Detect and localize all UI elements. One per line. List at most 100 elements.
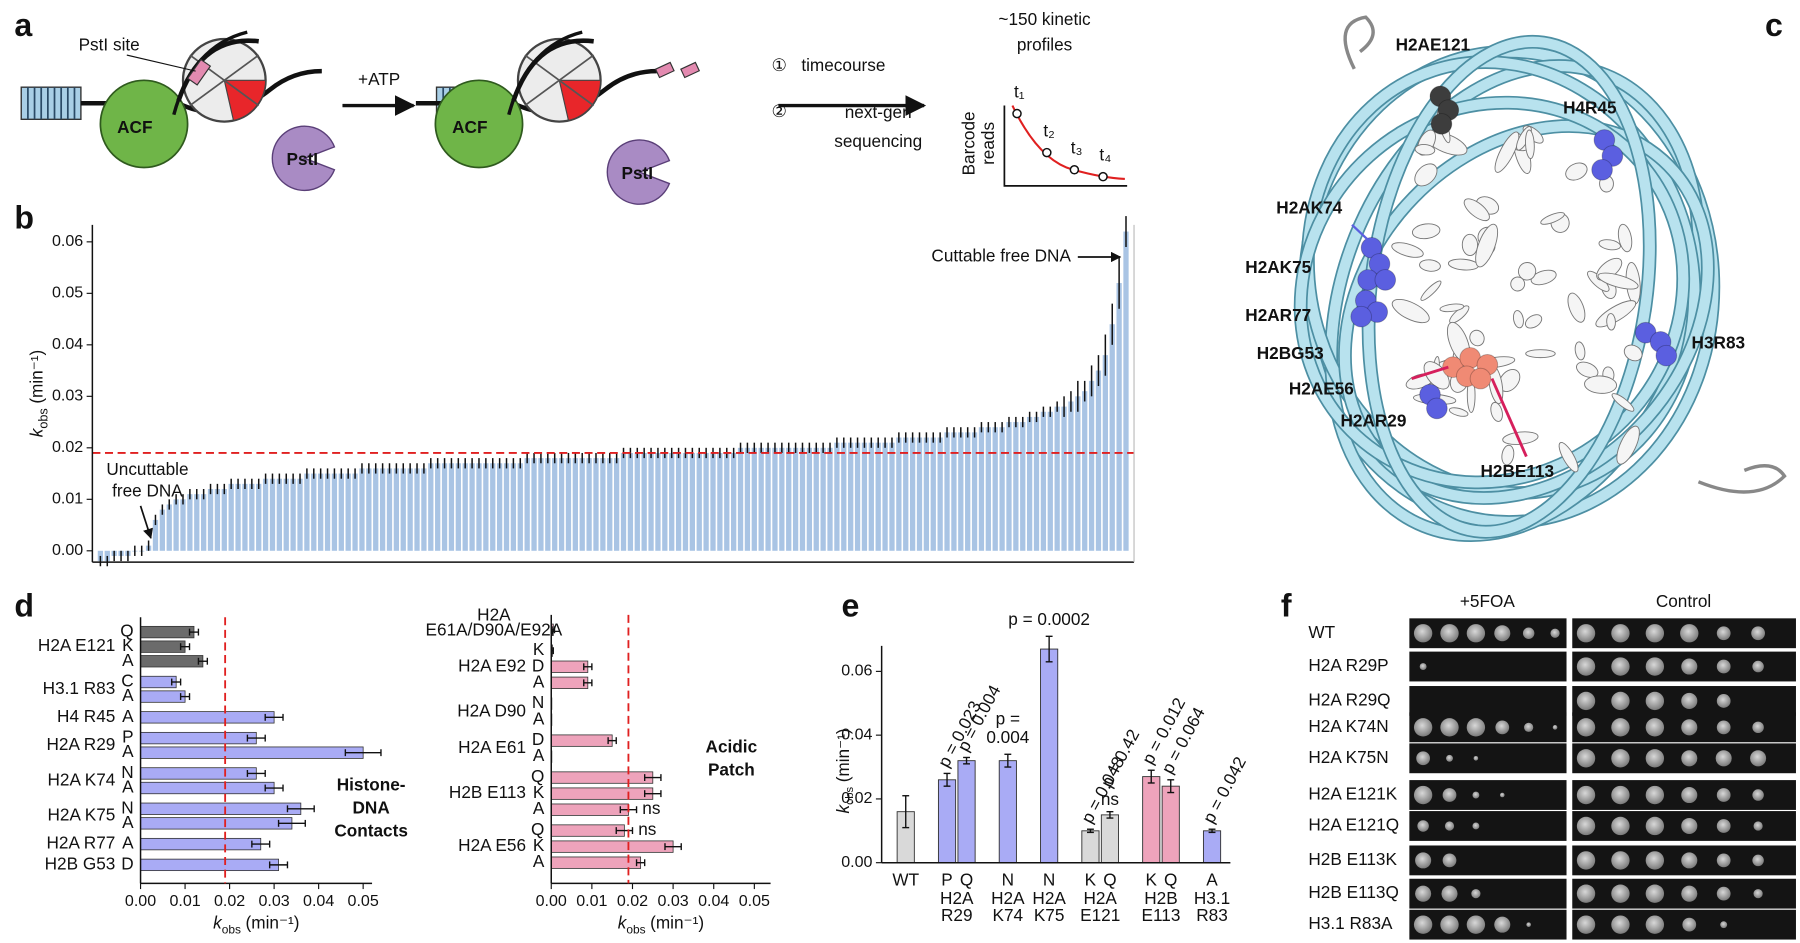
bar — [483, 463, 489, 551]
error-bar — [615, 827, 634, 835]
protein-helix — [1525, 129, 1535, 160]
colony-spot — [1716, 853, 1731, 868]
bar — [140, 711, 275, 724]
y-tick-label: 0.06 — [841, 662, 872, 680]
colony-spot — [1611, 816, 1630, 836]
colony-spot — [1576, 884, 1596, 903]
time-label: t₄ — [1099, 145, 1111, 165]
bar — [421, 468, 427, 551]
protein-helix — [1606, 313, 1616, 331]
bar — [469, 463, 475, 551]
protein-helix — [1420, 280, 1442, 301]
residue-label: H2AK74 — [1276, 197, 1342, 217]
bar — [448, 463, 455, 551]
row-label: A — [122, 777, 134, 797]
bar — [923, 437, 930, 551]
bar — [140, 675, 177, 689]
error-bar — [277, 819, 306, 827]
dna-wrap — [507, 30, 583, 116]
residue-label: H2AR77 — [1245, 305, 1311, 325]
row-label: Q — [531, 819, 544, 839]
error-bar — [607, 737, 617, 745]
strain-label: H2A K75N — [1308, 747, 1388, 767]
error-bar — [171, 678, 182, 686]
bar — [572, 458, 578, 551]
bar — [799, 447, 806, 551]
colony-spot — [1611, 749, 1630, 768]
time-label: t₁ — [1014, 81, 1025, 101]
bar — [441, 463, 448, 551]
group-label: H2B G53 — [45, 853, 116, 873]
bar — [386, 468, 393, 551]
residue-label: H3R83 — [1692, 333, 1746, 353]
bar-label: A — [1206, 870, 1218, 890]
colony-spot — [1716, 886, 1731, 901]
bar — [758, 447, 764, 551]
bar — [1109, 324, 1115, 551]
residue-label: H2AK75 — [1245, 257, 1311, 277]
residue-label: H2AE121 — [1396, 34, 1471, 54]
bar — [400, 468, 406, 551]
bar — [550, 787, 654, 800]
bar — [957, 760, 976, 864]
error-bar — [1106, 810, 1114, 819]
bar — [140, 781, 275, 795]
bar — [875, 442, 881, 551]
bar — [1040, 411, 1047, 551]
error-bar — [246, 770, 266, 777]
error-bar — [264, 784, 284, 792]
bar — [1142, 776, 1161, 864]
axis-title: kobs (min⁻¹) — [213, 912, 299, 937]
group-label: R83 — [1196, 905, 1228, 925]
step-text: timecourse — [801, 55, 885, 75]
p-value: p = — [996, 708, 1020, 728]
protein-helix — [1611, 393, 1635, 412]
colony-spot — [1446, 754, 1453, 762]
bar — [140, 640, 186, 653]
bar — [889, 442, 895, 551]
bar — [655, 452, 661, 551]
group-label: H2A K75 — [47, 805, 115, 825]
row-label: N — [121, 762, 133, 782]
bar — [634, 452, 640, 551]
colony-spot — [1753, 821, 1763, 831]
bar — [854, 442, 861, 551]
bar — [1088, 380, 1095, 551]
bar — [971, 432, 978, 551]
colony-spot — [1716, 720, 1731, 735]
bar — [903, 437, 909, 551]
colony-spot — [1440, 915, 1459, 934]
axis-subscript: obs — [222, 923, 241, 937]
colony-spot — [1681, 885, 1698, 902]
group-label: E113 — [1142, 905, 1181, 925]
bar — [152, 519, 159, 551]
colony-spot — [1552, 725, 1558, 730]
protein-helix — [1439, 303, 1465, 313]
group-label: H2A — [1083, 888, 1117, 908]
bar — [140, 817, 293, 830]
row-label: A — [122, 685, 134, 705]
error-bar — [188, 628, 200, 636]
strain-label: H2A K74N — [1308, 716, 1388, 736]
bar-label: K — [1085, 870, 1097, 890]
bar — [393, 468, 400, 551]
panel-letter: a — [14, 7, 33, 43]
colony-spot — [1752, 721, 1764, 734]
bar — [1075, 396, 1081, 551]
bar — [318, 473, 324, 551]
colony-spot — [1716, 659, 1731, 674]
x-tick-label: 0.01 — [169, 892, 200, 910]
error-bar — [179, 693, 191, 701]
colony-spot — [1472, 791, 1480, 799]
time-point — [1069, 165, 1080, 175]
colony-spot — [1466, 718, 1486, 737]
protein-helix — [1597, 272, 1639, 290]
column-header: +5FOA — [1460, 591, 1515, 611]
bar — [379, 468, 386, 551]
acf-label: ACF — [452, 117, 487, 137]
strain-label: H2A E121K — [1308, 784, 1397, 804]
pointer — [126, 54, 196, 72]
row-label: N — [532, 692, 544, 712]
x-tick-label: 0.03 — [258, 892, 289, 910]
protein-helix — [1525, 349, 1556, 359]
